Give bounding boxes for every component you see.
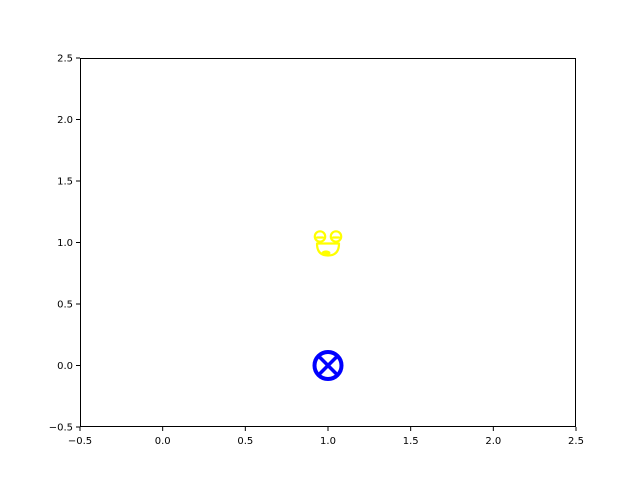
y-tick-label: 2.5 <box>57 54 73 65</box>
y-tick-label: −0.5 <box>49 423 73 434</box>
face-mouth <box>315 242 341 257</box>
face-tongue <box>321 250 331 256</box>
y-tick-label: 1.5 <box>57 177 73 188</box>
x-tick-label: 0.5 <box>237 436 253 447</box>
x-axis: −0.5 0.0 0.5 1.0 1.5 2.0 2.5 <box>68 427 584 447</box>
x-tick-label: 0.0 <box>155 436 171 447</box>
y-tick-label: 0.0 <box>57 361 73 372</box>
x-tick-label: 1.5 <box>403 436 419 447</box>
y-tick-label: 0.5 <box>57 300 73 311</box>
x-tick-label: −0.5 <box>68 436 92 447</box>
data-markers <box>312 230 344 381</box>
x-tick-label: 1.0 <box>320 436 336 447</box>
face-eye <box>329 230 343 243</box>
x-tick-label: 2.5 <box>568 436 584 447</box>
y-tick-label: 2.0 <box>57 115 73 126</box>
face-eye <box>313 230 327 243</box>
marker-ring <box>312 350 344 381</box>
marker-cross-line <box>317 354 339 377</box>
axes-frame <box>80 58 576 427</box>
y-tick-label: 1.0 <box>57 238 73 249</box>
x-tick-label: 2.0 <box>485 436 501 447</box>
circled-x-marker <box>312 350 344 381</box>
laughing-face-marker <box>313 230 343 257</box>
y-axis: −0.5 0.0 0.5 1.0 1.5 2.0 2.5 <box>49 54 80 434</box>
